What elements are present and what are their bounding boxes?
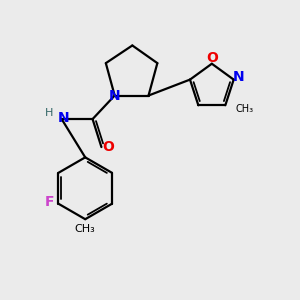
Text: O: O xyxy=(102,140,114,154)
Text: N: N xyxy=(108,88,120,103)
Text: CH₃: CH₃ xyxy=(75,224,96,235)
Text: O: O xyxy=(206,51,218,65)
Text: N: N xyxy=(58,111,70,125)
Text: N: N xyxy=(233,70,245,84)
Text: CH₃: CH₃ xyxy=(236,104,253,114)
Text: F: F xyxy=(44,195,54,209)
Text: H: H xyxy=(45,108,53,118)
